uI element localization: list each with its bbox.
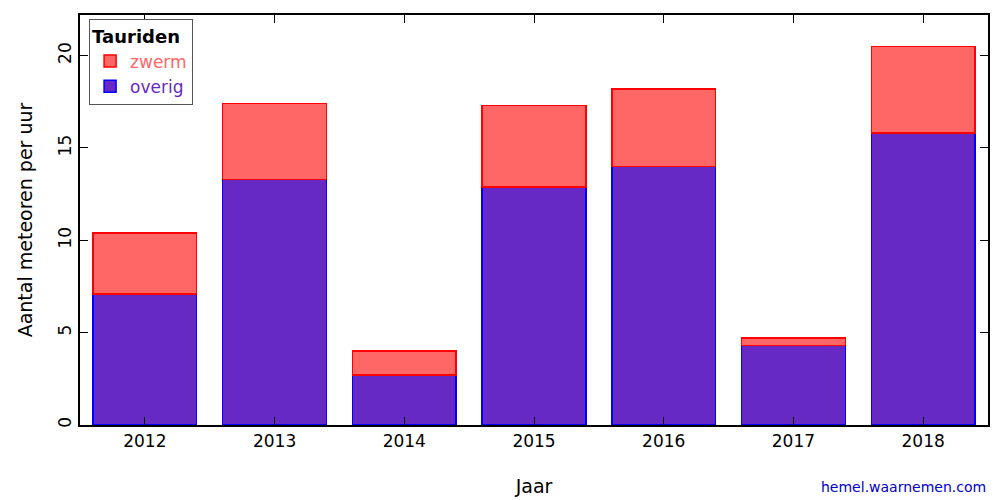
- svg-text:2013: 2013: [253, 431, 296, 451]
- svg-text:Aantal meteoren per uur: Aantal meteoren per uur: [14, 102, 36, 337]
- svg-text:2015: 2015: [512, 431, 555, 451]
- svg-text:2017: 2017: [772, 431, 815, 451]
- svg-text:2012: 2012: [123, 431, 166, 451]
- svg-text:15: 15: [55, 135, 75, 157]
- svg-text:2014: 2014: [383, 431, 426, 451]
- svg-text:hemel.waarnemen.com: hemel.waarnemen.com: [821, 479, 986, 495]
- svg-text:5: 5: [55, 325, 75, 336]
- svg-text:Tauriden: Tauriden: [92, 27, 180, 48]
- svg-text:2018: 2018: [902, 431, 945, 451]
- svg-text:Jaar: Jaar: [515, 475, 553, 497]
- svg-text:20: 20: [55, 42, 75, 64]
- svg-text:2016: 2016: [642, 431, 685, 451]
- svg-text:zwerm: zwerm: [130, 52, 187, 72]
- svg-text:overig: overig: [130, 77, 183, 97]
- svg-text:10: 10: [55, 227, 75, 249]
- svg-text:0: 0: [55, 417, 75, 428]
